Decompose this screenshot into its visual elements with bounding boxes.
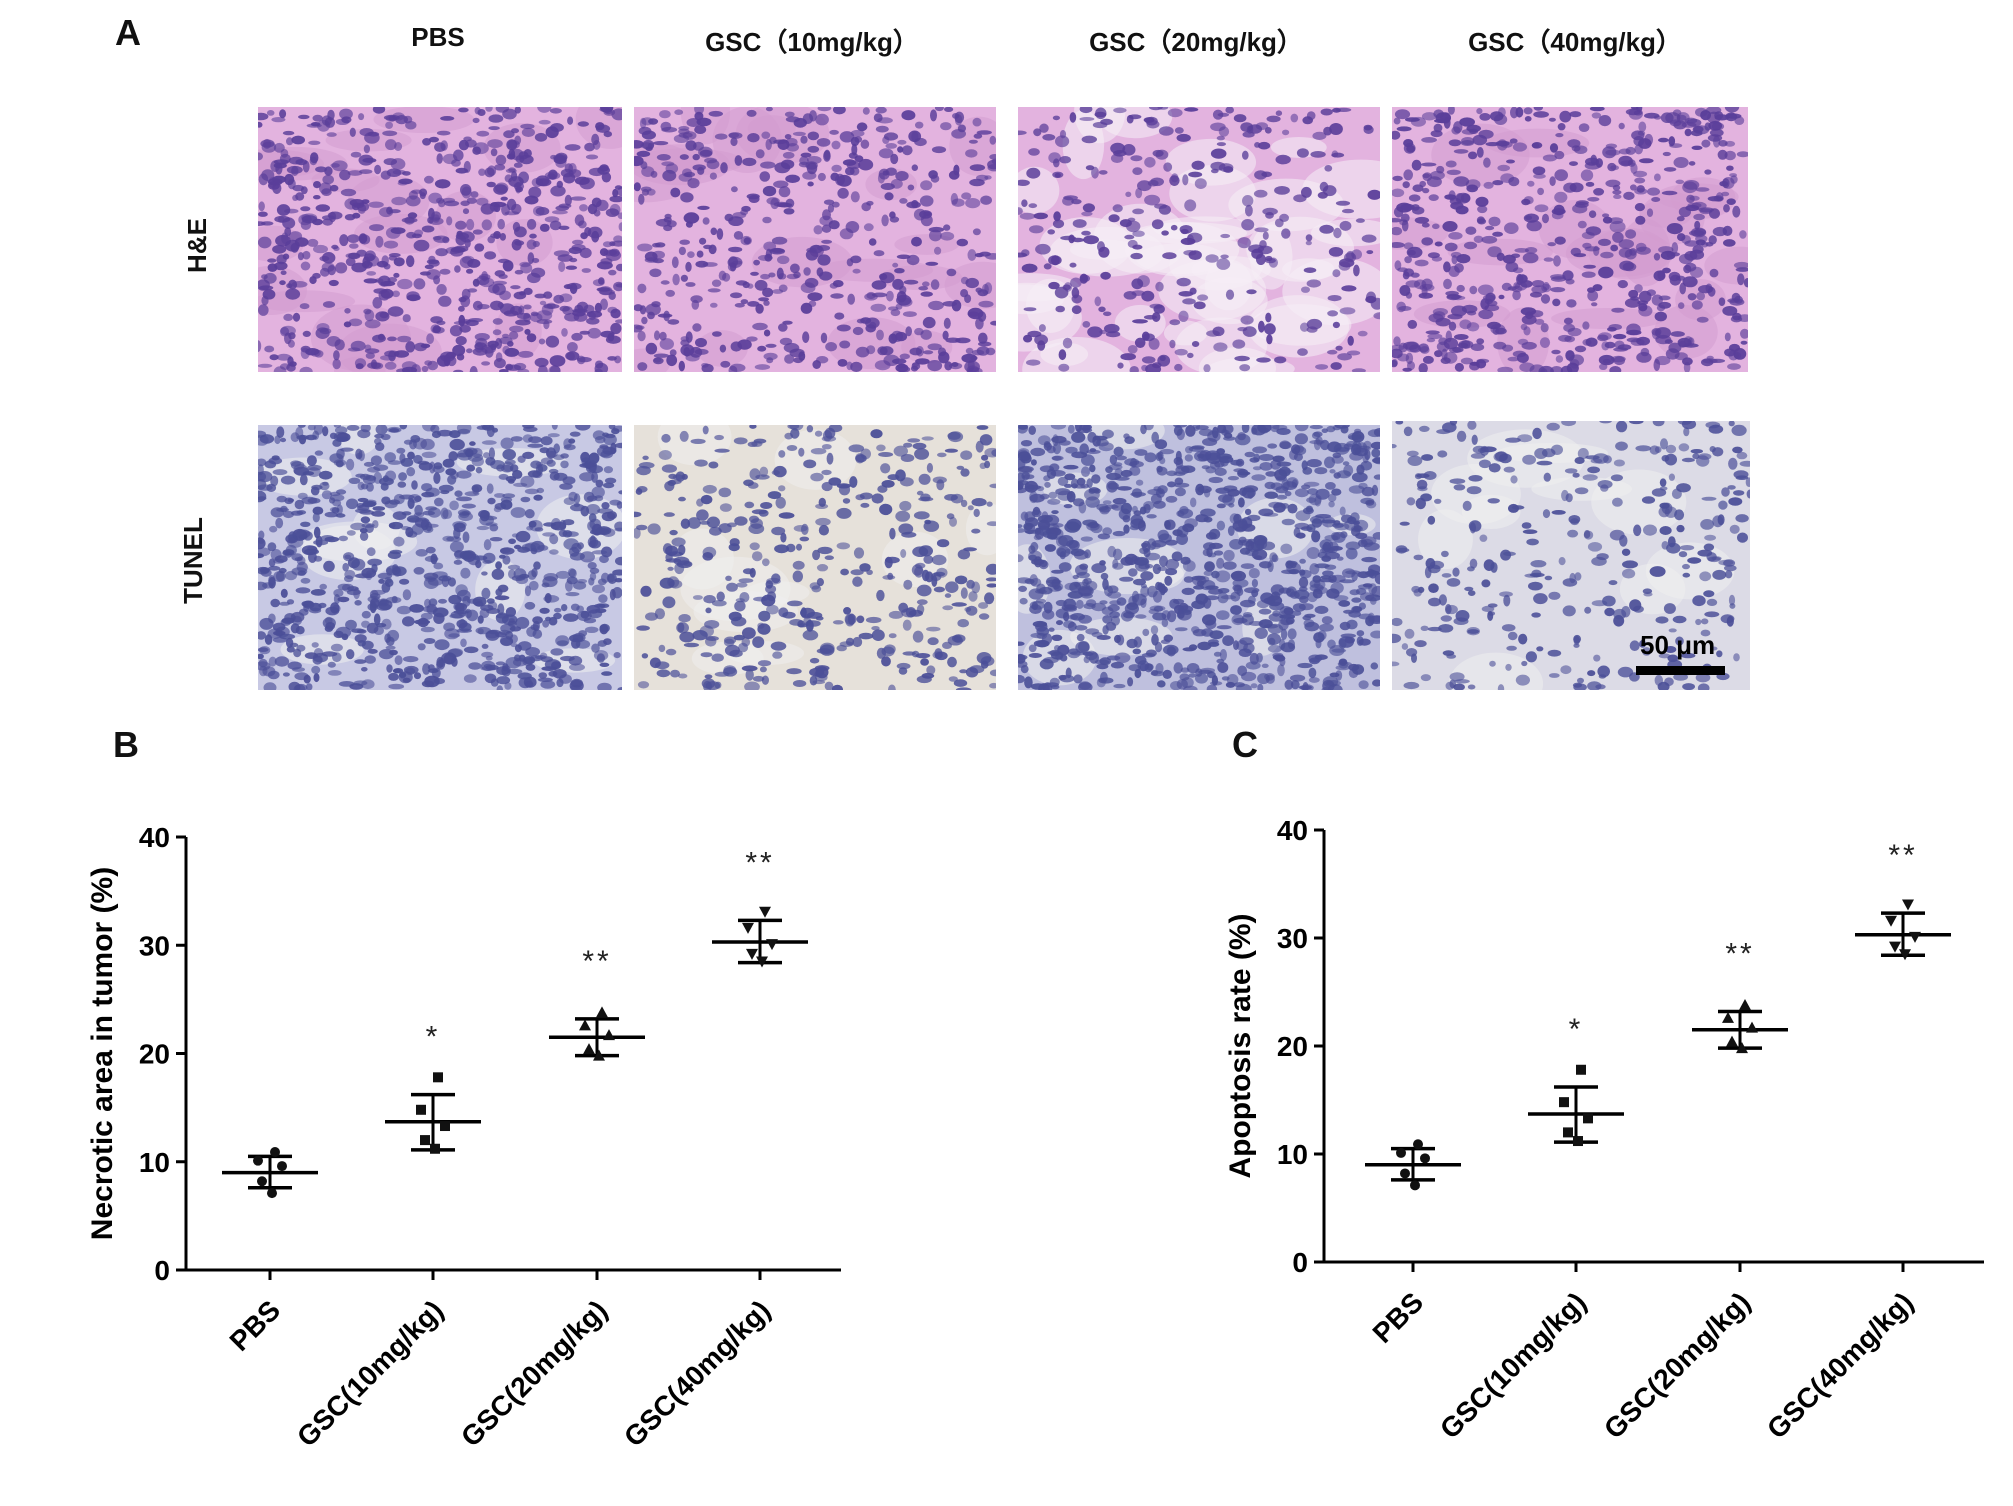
data-point [1899,949,1911,961]
y-tick-label: 10 [1277,1139,1308,1170]
apoptosis-rate-chart: 0 10 20 30 40 Apoptosis rate (%) PBS GSC(10mg/k… [1224,815,1984,1445]
he-image-gsc-20 [1018,107,1380,372]
row-header-he: H&E [181,218,212,273]
data-point [416,1104,426,1115]
significance-marker: * [1569,1013,1584,1046]
x-tick-label: PBS [1367,1286,1430,1349]
significance-marker: * [426,1021,441,1054]
data-point [1746,1021,1758,1033]
y-axis-label: Apoptosis rate (%) [1224,913,1257,1178]
tunel-image-gsc-20 [1018,425,1380,690]
data-point [270,1147,280,1158]
x-tick-label: GSC(10mg/kg) [1434,1286,1592,1444]
data-point [1726,1035,1738,1047]
data-point [1559,1097,1569,1108]
y-tick-label: 0 [154,1255,170,1286]
significance-marker: ** [745,846,774,879]
column-header-gsc-10: GSC（10mg/kg） [705,27,919,57]
data-point [742,922,754,934]
data-point [1576,1064,1586,1075]
data-point [583,1043,595,1055]
data-point [759,906,771,918]
data-point [1400,1168,1410,1179]
tunel-image-gsc-10 [634,425,996,690]
he-image-pbs [258,107,622,372]
scale-bar-label: 50 μm [1640,630,1716,660]
y-tick-label: 20 [1277,1031,1308,1062]
column-header-gsc-40: GSC（40mg/kg） [1468,27,1682,57]
data-point [1739,998,1751,1010]
data-point [430,1143,440,1154]
y-tick-label: 30 [139,930,170,961]
data-point [1902,899,1914,911]
data-point [1909,931,1921,943]
he-image-gsc-40 [1392,107,1748,372]
data-point [603,1029,615,1041]
x-tick-label: GSC(40mg/kg) [618,1294,776,1452]
column-header-gsc-20: GSC（20mg/kg） [1089,27,1303,57]
column-header-pbs: PBS [411,22,465,52]
x-tick-label: PBS [224,1294,287,1357]
data-point [257,1176,267,1187]
row-header-tunel: TUNEL [177,517,208,604]
y-tick-label: 40 [139,822,170,853]
y-tick-label: 20 [139,1039,170,1070]
data-point [253,1155,263,1166]
significance-marker: ** [1725,937,1754,970]
panel-a-letter: A [115,12,141,53]
data-point [1396,1147,1406,1158]
x-tick-label: GSC(10mg/kg) [291,1294,449,1452]
data-point [277,1161,287,1172]
data-point [1889,941,1901,953]
tunel-image-gsc-40 [1392,421,1750,690]
data-point [267,1188,277,1199]
scale-bar [1636,666,1725,675]
y-tick-label: 30 [1277,923,1308,954]
data-point [756,956,768,968]
y-tick-label: 10 [139,1147,170,1178]
x-tick-label: GSC(40mg/kg) [1761,1286,1919,1444]
y-axis-label: Necrotic area in tumor (%) [86,867,119,1240]
x-tick-label: GSC(20mg/kg) [455,1294,613,1452]
data-point [766,939,778,951]
data-point [746,948,758,960]
y-tick-label: 0 [1292,1247,1308,1278]
x-tick-label: GSC(20mg/kg) [1598,1286,1756,1444]
panel-c-letter: C [1232,724,1258,765]
tunel-image-pbs [258,425,622,690]
data-point [1413,1139,1423,1150]
he-image-gsc-10 [634,107,996,372]
data-point [1573,1136,1583,1147]
data-point [1736,1042,1748,1054]
data-point [440,1121,450,1132]
data-point [593,1049,605,1061]
data-point [1563,1127,1573,1138]
data-point [1420,1153,1430,1164]
significance-marker: ** [582,945,611,978]
data-point [1583,1113,1593,1124]
data-point [1410,1180,1420,1191]
data-point [579,1019,591,1031]
data-point [1722,1011,1734,1023]
panel-b-letter: B [113,724,139,765]
data-point [433,1072,443,1083]
significance-marker: ** [1888,839,1917,872]
data-point [596,1006,608,1018]
data-point [1885,915,1897,927]
y-tick-label: 40 [1277,815,1308,846]
data-point [420,1135,430,1146]
